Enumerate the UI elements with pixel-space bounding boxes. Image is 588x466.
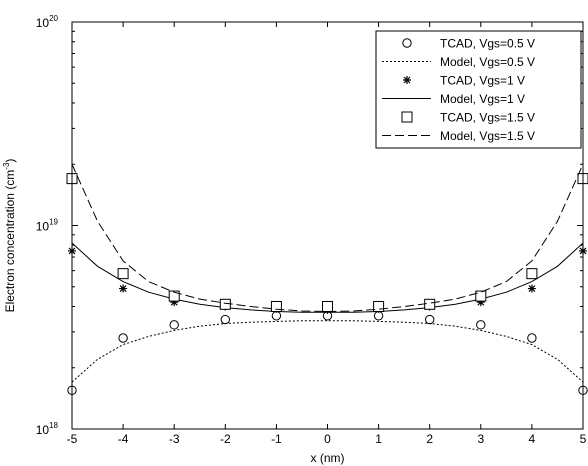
data-point <box>373 300 385 312</box>
legend-label: Model, Vgs=1.5 V <box>440 129 535 143</box>
data-point <box>475 290 487 302</box>
series-5 <box>71 163 584 313</box>
legend-entry: TCAD, Vgs=0.5 V <box>402 37 535 51</box>
y-tick-label: 1018 <box>36 421 59 437</box>
x-tick-label: 0 <box>324 432 331 446</box>
y-tick-label: 1020 <box>36 14 59 30</box>
data-point <box>118 333 128 343</box>
x-tick-label: 4 <box>529 432 536 446</box>
axis-ticks: -5 -4 -3 -2 -1 0 1 2 3 4 5 1018 1019 1020 <box>36 14 587 446</box>
data-point <box>119 284 128 293</box>
legend-label: TCAD, Vgs=1 V <box>440 74 525 88</box>
data-point <box>373 311 384 321</box>
data-point <box>170 298 179 307</box>
legend-entry: Model, Vgs=1.5 V <box>382 129 535 143</box>
x-tick-label: -3 <box>169 432 180 446</box>
series-3 <box>71 242 584 313</box>
data-point <box>527 333 537 343</box>
data-point <box>168 290 180 302</box>
legend-marker-sample <box>403 76 411 84</box>
data-point <box>425 314 435 325</box>
legend-entry: TCAD, Vgs=1.5 V <box>401 111 535 125</box>
data-point <box>219 298 231 310</box>
legend-label: TCAD, Vgs=0.5 V <box>440 37 535 51</box>
series-line <box>71 242 584 313</box>
legend-marker-sample <box>402 38 412 48</box>
legend-marker-sample <box>401 111 413 123</box>
data-point <box>117 268 129 280</box>
legend-entry: Model, Vgs=0.5 V <box>382 55 535 69</box>
x-tick-label: -2 <box>220 432 231 446</box>
x-tick-label: -4 <box>118 432 129 446</box>
x-tick-label: -1 <box>271 432 282 446</box>
x-tick-label: 1 <box>375 432 382 446</box>
x-tick-label: -5 <box>67 432 78 446</box>
legend-entry: TCAD, Vgs=1 V <box>403 74 525 88</box>
data-point <box>271 311 282 321</box>
legend-box <box>375 30 582 149</box>
legend-label: TCAD, Vgs=1.5 V <box>440 111 535 125</box>
x-tick-label: 5 <box>580 432 587 446</box>
data-point <box>322 300 333 312</box>
legend-label: Model, Vgs=1 V <box>440 92 525 106</box>
data-point <box>424 298 436 310</box>
y-axis-label: Electron concentration (cm-3) <box>2 159 17 313</box>
legend: TCAD, Vgs=0.5 V Model, Vgs=0.5 V TCAD, Vgs… <box>375 30 582 149</box>
x-axis-label: x (nm) <box>311 451 345 465</box>
series-1 <box>71 320 584 383</box>
x-tick-label: 2 <box>426 432 433 446</box>
series-line <box>71 320 584 383</box>
data-point <box>527 284 536 293</box>
legend-label: Model, Vgs=0.5 V <box>440 55 535 69</box>
data-point <box>220 314 231 325</box>
x-tick-label: 3 <box>477 432 484 446</box>
plot-area <box>66 163 588 395</box>
legend-entry: Model, Vgs=1 V <box>382 92 525 106</box>
data-point <box>270 300 282 312</box>
data-point <box>476 320 486 330</box>
y-tick-label: 1019 <box>36 218 59 234</box>
series-0 <box>67 311 588 395</box>
data-point <box>169 320 179 330</box>
series-line <box>71 163 584 313</box>
data-point <box>526 268 538 280</box>
data-point <box>476 298 485 307</box>
